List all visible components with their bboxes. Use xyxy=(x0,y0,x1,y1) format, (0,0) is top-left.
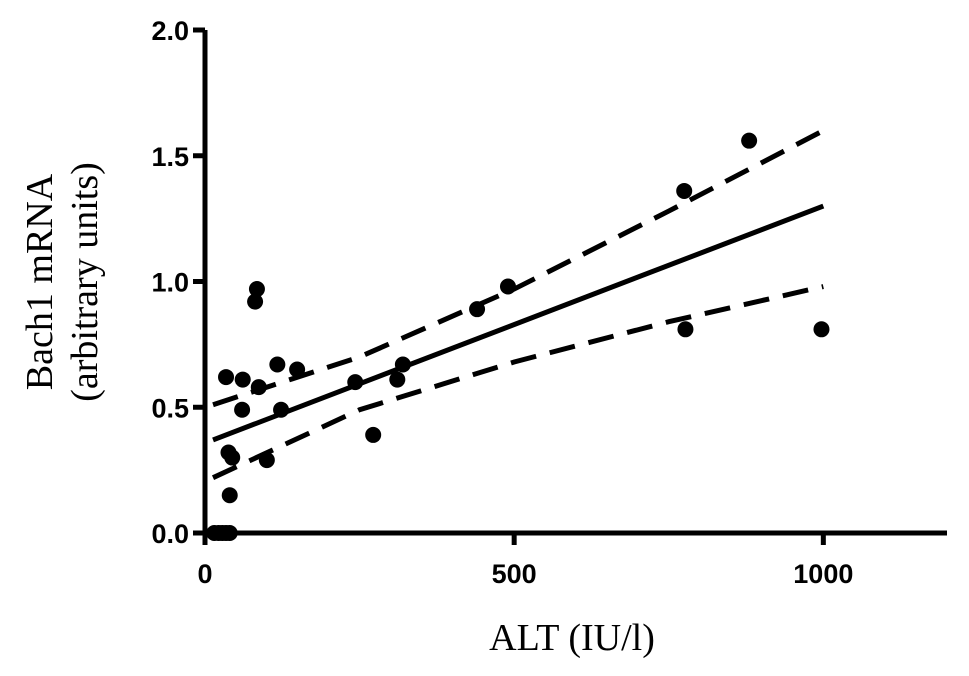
x-tick-label: 500 xyxy=(492,559,537,589)
data-point xyxy=(250,379,267,396)
data-point xyxy=(234,371,251,388)
ci-lower-line xyxy=(211,284,824,480)
data-point xyxy=(247,293,264,310)
regression-line xyxy=(212,203,825,443)
data-point xyxy=(273,401,290,418)
y-tick-label: 0.0 xyxy=(151,519,189,549)
data-point xyxy=(389,371,406,388)
x-tick-label: 0 xyxy=(197,559,212,589)
data-point xyxy=(469,301,486,318)
data-point xyxy=(248,281,265,298)
data-point xyxy=(258,452,275,469)
y-tick-label: 1.0 xyxy=(151,268,189,298)
data-point xyxy=(677,321,694,338)
y-axis-label-line1: Bach1 mRNA xyxy=(19,173,61,390)
data-point xyxy=(499,278,516,295)
data-point xyxy=(676,182,693,199)
data-point xyxy=(224,449,241,466)
data-point xyxy=(365,426,382,443)
data-point xyxy=(218,369,235,386)
y-tick-label: 1.5 xyxy=(151,142,189,172)
data-point xyxy=(813,321,830,338)
data-point xyxy=(741,132,758,149)
ci-upper-line xyxy=(212,128,825,408)
data-point xyxy=(221,487,238,504)
data-point xyxy=(289,361,306,378)
data-point xyxy=(269,356,286,373)
data-point xyxy=(347,374,364,391)
x-tick-label: 1000 xyxy=(793,559,853,589)
data-point xyxy=(234,401,251,418)
x-axis-label: ALT (IU/l) xyxy=(489,617,655,659)
data-point xyxy=(394,356,411,373)
y-tick-label: 0.5 xyxy=(151,393,189,423)
y-tick-label: 2.0 xyxy=(151,16,189,46)
y-axis-label-line2: (arbitrary units) xyxy=(64,162,106,402)
